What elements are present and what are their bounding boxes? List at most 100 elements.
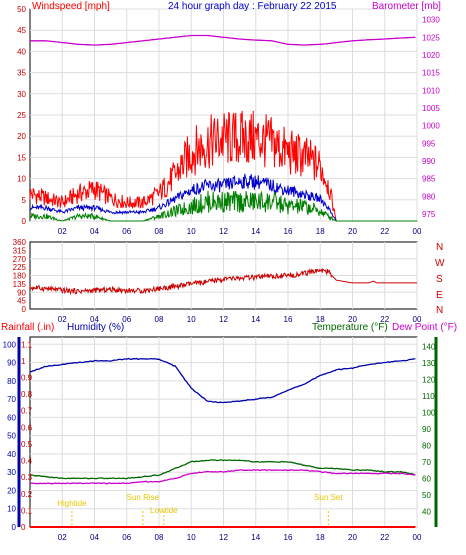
windspeed-tick-label: 30 bbox=[17, 90, 26, 99]
x-tick-label: 16 bbox=[284, 533, 293, 542]
humidity-tick-label: 0 bbox=[12, 523, 17, 532]
humidity-tick-label: 80 bbox=[7, 377, 16, 386]
x-tick-label: 18 bbox=[316, 533, 325, 542]
x-tick-label: 20 bbox=[348, 227, 357, 236]
direction-tick-label: 90 bbox=[17, 288, 26, 297]
barometer-tick-label: 980 bbox=[422, 192, 436, 201]
x-tick-label: 06 bbox=[122, 533, 131, 542]
barometer-tick-label: 1015 bbox=[422, 69, 440, 78]
x-tick-label: 00 bbox=[413, 227, 422, 236]
windspeed-tick-label: 35 bbox=[17, 69, 26, 78]
windspeed-tick-label: 0 bbox=[22, 217, 27, 226]
temperature-tick-label: 100 bbox=[422, 408, 436, 417]
barometer-tick-label: 985 bbox=[422, 175, 436, 184]
top-axes: 0510152025303540455097598098599099510001… bbox=[17, 5, 440, 236]
barometer-tick-label: 995 bbox=[422, 139, 436, 148]
temperature-series bbox=[29, 459, 416, 480]
x-tick-label: 12 bbox=[219, 315, 228, 324]
rainfall-tick-label: 0.2 bbox=[21, 490, 33, 499]
humidity-tick-label: 10 bbox=[7, 505, 16, 514]
x-tick-label: 14 bbox=[251, 315, 260, 324]
windspeed-tick-label: 25 bbox=[17, 111, 26, 120]
direction-label-e: E bbox=[436, 290, 443, 301]
rainfall-tick-label: 0.5 bbox=[21, 440, 33, 449]
direction-tick-label: 225 bbox=[13, 263, 27, 272]
dewpoint-axis-title: Dew Point (°F) bbox=[392, 322, 457, 333]
temperature-tick-label: 120 bbox=[422, 375, 436, 384]
x-tick-label: 02 bbox=[58, 315, 67, 324]
windspeed-gust-series bbox=[29, 190, 417, 222]
temperature-tick-label: 50 bbox=[422, 491, 431, 500]
top-panel: 0510152025303540455097598098599099510001… bbox=[17, 1, 441, 236]
windspeed-tick-label: 40 bbox=[17, 47, 26, 56]
rainfall-tick-label: 0.1 bbox=[21, 506, 33, 515]
humidity-tick-label: 90 bbox=[7, 359, 16, 368]
temperature-axis-title: Temperature (°F) bbox=[312, 322, 388, 333]
x-tick-label: 18 bbox=[316, 227, 325, 236]
x-tick-label: 14 bbox=[251, 227, 260, 236]
windspeed-tick-label: 45 bbox=[17, 26, 26, 35]
x-tick-label: 14 bbox=[251, 533, 260, 542]
wind-direction-series bbox=[29, 267, 417, 296]
direction-tick-label: 270 bbox=[13, 255, 27, 264]
windspeed-tick-label: 50 bbox=[17, 5, 26, 14]
x-tick-label: 12 bbox=[219, 533, 228, 542]
temperature-tick-label: 130 bbox=[422, 359, 436, 368]
barometer-series bbox=[30, 34, 416, 46]
rainfall-tick-label: 0.9 bbox=[21, 374, 33, 383]
direction-tick-label: 0 bbox=[22, 305, 27, 314]
temperature-tick-label: 90 bbox=[422, 425, 431, 434]
temperature-tick-label: 140 bbox=[422, 342, 436, 351]
x-tick-label: 00 bbox=[413, 315, 422, 324]
barometer-tick-label: 990 bbox=[422, 157, 436, 166]
rainfall-tick-label: 0.6 bbox=[21, 423, 33, 432]
x-tick-label: 04 bbox=[90, 227, 99, 236]
direction-tick-label: 45 bbox=[17, 297, 26, 306]
x-tick-label: 08 bbox=[155, 315, 164, 324]
tide-marker-label: Lowtide bbox=[150, 506, 178, 515]
humidity-tick-label: 20 bbox=[7, 486, 16, 495]
top-grid bbox=[30, 8, 418, 222]
tide-marker-label: Sun Set bbox=[314, 493, 343, 502]
rainfall-tick-label: 0 bbox=[21, 523, 26, 532]
barometer-axis-title: Barometer [mb] bbox=[372, 1, 441, 12]
windspeed-tick-label: 5 bbox=[22, 196, 27, 205]
rainfall-tick-label: 0.4 bbox=[21, 457, 33, 466]
x-tick-label: 08 bbox=[155, 533, 164, 542]
rainfall-tick-label: 1 bbox=[21, 357, 26, 366]
humidity-axis-title: Humidity (%) bbox=[67, 322, 124, 333]
tide-marker-label: Sun Rise bbox=[127, 493, 160, 502]
bottom-grid bbox=[30, 337, 418, 528]
x-tick-label: 04 bbox=[90, 533, 99, 542]
x-tick-label: 12 bbox=[219, 227, 228, 236]
rainfall-tick-label: 1.1 bbox=[21, 340, 33, 349]
x-tick-label: 20 bbox=[348, 315, 357, 324]
humidity-tick-label: 50 bbox=[7, 432, 16, 441]
x-tick-label: 02 bbox=[58, 227, 67, 236]
x-tick-label: 00 bbox=[413, 533, 422, 542]
top-series bbox=[29, 34, 417, 222]
middle-series bbox=[29, 267, 417, 296]
temperature-tick-label: 60 bbox=[422, 474, 431, 483]
direction-tick-label: 180 bbox=[13, 272, 27, 281]
rainfall-tick-label: 0.8 bbox=[21, 390, 33, 399]
windspeed-axis-title: Windspeed [mph] bbox=[32, 1, 110, 12]
rainfall-axis-title: Rainfall (.in) bbox=[1, 322, 54, 333]
top-chart-title: 24 hour graph day : February 22 2015 bbox=[168, 1, 337, 12]
x-tick-label: 20 bbox=[348, 533, 357, 542]
x-tick-label: 22 bbox=[380, 533, 389, 542]
x-tick-label: 02 bbox=[58, 533, 67, 542]
barometer-tick-label: 1020 bbox=[422, 51, 440, 60]
barometer-tick-label: 1010 bbox=[422, 86, 440, 95]
x-tick-label: 06 bbox=[122, 315, 131, 324]
temperature-tick-label: 80 bbox=[422, 441, 431, 450]
temperature-tick-label: 70 bbox=[422, 458, 431, 467]
humidity-tick-label: 40 bbox=[7, 450, 16, 459]
x-tick-label: 22 bbox=[380, 315, 389, 324]
direction-tick-label: 135 bbox=[13, 280, 27, 289]
x-tick-label: 16 bbox=[284, 315, 293, 324]
rainfall-tick-label: 0.3 bbox=[21, 473, 33, 482]
